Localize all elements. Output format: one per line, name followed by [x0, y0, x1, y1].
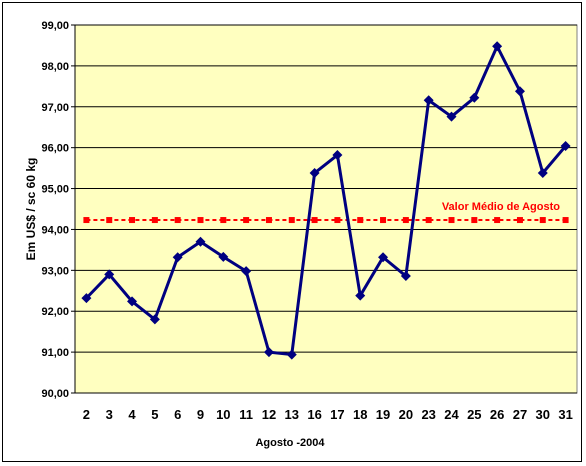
mean-point	[334, 217, 341, 224]
x-tick-label: 11	[239, 407, 253, 422]
gridlines	[71, 24, 577, 394]
mean-point	[357, 217, 364, 224]
mean-point	[494, 217, 501, 224]
y-tick-label: 99,00	[41, 20, 69, 32]
mean-point	[174, 217, 181, 224]
mean-point	[380, 217, 387, 224]
price-point	[263, 347, 274, 358]
price-point	[469, 92, 480, 103]
mean-point	[83, 217, 90, 224]
price-line	[85, 44, 567, 357]
y-tick-label: 97,00	[41, 102, 69, 114]
mean-point	[243, 217, 250, 224]
mean-point	[448, 217, 455, 224]
mean-point	[402, 217, 409, 224]
price-point	[81, 293, 92, 304]
x-tick-label: 26	[490, 407, 504, 422]
x-tick-label: 12	[262, 407, 276, 422]
x-tick-label: 18	[353, 407, 367, 422]
mean-point	[425, 217, 432, 224]
plot-area	[74, 24, 578, 394]
price-point	[218, 251, 229, 262]
x-tick-label: 2	[83, 407, 90, 422]
mean-point	[562, 217, 569, 224]
y-tick-label: 94,00	[41, 224, 69, 236]
mean-point	[220, 217, 227, 224]
y-axis-label: Em US$ / sc 60 kg	[24, 158, 38, 261]
price-point	[378, 252, 389, 263]
x-axis-label: Agosto -2004	[255, 437, 325, 449]
x-tick-label: 23	[421, 407, 435, 422]
mean-point	[129, 217, 136, 224]
price-point	[149, 314, 160, 325]
mean-point	[288, 217, 295, 224]
mean-point	[516, 217, 523, 224]
price-point	[127, 296, 138, 307]
price-point	[492, 41, 503, 52]
mean-point	[265, 217, 272, 224]
x-tick-labels: 2 3 4 5 6 9 10 11 12 13 16 17 18 19 20 23 24 25 26 27 30 31	[83, 407, 573, 422]
mean-point	[539, 217, 546, 224]
y-tick-labels: 90,00 91,00 92,00 93,00 94,00 95,00 96,00 97,00…	[41, 20, 69, 400]
price-point	[309, 168, 320, 179]
y-tick-label: 91,00	[41, 347, 69, 359]
y-tick-label: 90,00	[41, 388, 69, 400]
price-point	[104, 269, 115, 280]
mean-point	[106, 217, 113, 224]
mean-annotation: Valor Médio de Agosto	[442, 201, 560, 213]
mean-point	[151, 217, 158, 224]
x-tick-label: 3	[106, 407, 113, 422]
price-point	[560, 141, 571, 152]
price-point	[446, 111, 457, 122]
y-tick-label: 95,00	[41, 184, 69, 196]
mean-point	[471, 217, 478, 224]
x-tick-label: 16	[307, 407, 321, 422]
x-tick-label: 27	[513, 407, 527, 422]
mean-series	[83, 217, 569, 224]
x-tick-label: 19	[376, 407, 390, 422]
x-tick-label: 31	[558, 407, 572, 422]
y-tick-label: 93,00	[41, 265, 69, 277]
x-tick-label: 6	[174, 407, 181, 422]
price-point	[286, 349, 297, 360]
price-point	[195, 236, 206, 247]
x-tick-label: 9	[197, 407, 204, 422]
x-tick-label: 4	[128, 407, 136, 422]
y-tick-label: 96,00	[41, 143, 69, 155]
x-tick-label: 24	[444, 407, 459, 422]
x-tick-label: 13	[285, 407, 299, 422]
y-tick-label: 92,00	[41, 306, 69, 318]
x-tick-label: 10	[216, 407, 230, 422]
price-point	[241, 266, 252, 277]
x-tick-label: 25	[467, 407, 481, 422]
price-point	[514, 86, 525, 97]
price-point	[400, 271, 411, 282]
y-tick-label: 98,00	[41, 61, 69, 73]
mean-point	[311, 217, 318, 224]
x-tick-label: 20	[399, 407, 413, 422]
price-point	[355, 290, 366, 301]
price-point	[172, 252, 183, 263]
x-tick-label: 30	[536, 407, 550, 422]
mean-point	[197, 217, 204, 224]
price-series	[81, 41, 571, 360]
x-tick-label: 17	[330, 407, 344, 422]
x-tick-label: 5	[151, 407, 158, 422]
price-point	[332, 150, 343, 161]
price-point	[423, 95, 434, 106]
price-point	[537, 168, 548, 179]
